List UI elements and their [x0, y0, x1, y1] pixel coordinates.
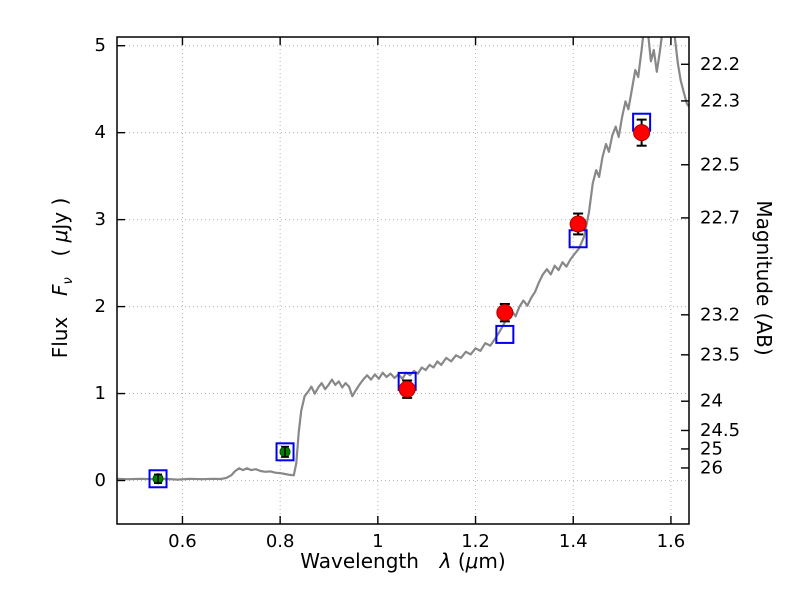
x-tick-label: 0.6: [168, 531, 197, 552]
ylabel-F-symbol: F: [48, 284, 72, 297]
axes-frame: [116, 36, 690, 525]
flux-tick-label: 5: [95, 35, 106, 56]
x-tick-label: 1.4: [559, 531, 588, 552]
x-tick-label: 1.2: [461, 531, 490, 552]
x-tick-label: 1: [372, 531, 383, 552]
observed-photometry-point: [496, 304, 514, 322]
magnitude-tick-label: 23.2: [700, 304, 740, 325]
magnitude-tick-label: 22.7: [700, 207, 740, 228]
x-axis-label: Wavelength λ (μm): [117, 549, 689, 573]
xlabel-lambda-symbol: λ: [439, 549, 452, 573]
observed-photometry-point: [633, 124, 651, 142]
x-tick-label: 1.6: [657, 531, 686, 552]
ylabel-word: Flux: [48, 316, 72, 359]
y-axis-label-right: Magnitude (AB): [752, 200, 776, 355]
observed-photometry-point: [569, 215, 587, 233]
xlabel-mu-symbol: μ: [465, 549, 479, 573]
model-photometry-square: [148, 469, 168, 489]
y-axis-label-left: Flux Fν ( μJy ): [48, 198, 76, 359]
flux-tick-label: 1: [95, 383, 106, 404]
xlabel-open-paren: (: [457, 549, 466, 573]
model-photometry-square: [495, 324, 515, 344]
magnitude-tick-label: 23.5: [700, 344, 740, 365]
x-tick-label: 0.8: [266, 531, 295, 552]
model-spectrum-line: [117, 37, 689, 481]
flux-tick-label: 0: [95, 470, 106, 491]
observed-photometry-point: [398, 380, 416, 398]
ylabel-nu-subscript: ν: [61, 277, 76, 285]
flux-tick-label: 4: [95, 122, 106, 143]
magnitude-tick-label: 24: [700, 391, 723, 412]
magnitude-tick-label: 22.2: [700, 54, 740, 75]
magnitude-tick-label: 26: [700, 457, 723, 478]
ylabel-mu-symbol: μ: [48, 229, 72, 243]
magnitude-axis-label: Magnitude (AB): [752, 200, 776, 356]
xlabel-word: Wavelength: [300, 549, 419, 573]
magnitude-tick-label: 22.5: [700, 154, 740, 175]
magnitude-tick-label: 25: [700, 438, 723, 459]
model-photometry-square: [275, 442, 295, 462]
xlabel-unit: m): [478, 549, 506, 573]
magnitude-tick-label: 22.3: [700, 90, 740, 111]
flux-tick-label: 2: [95, 296, 106, 317]
ylabel-unit-open: (: [48, 248, 72, 257]
ylabel-unit-close: Jy ): [48, 197, 72, 230]
flux-tick-label: 3: [95, 209, 106, 230]
plot-background: [117, 37, 689, 524]
magnitude-tick-label: 24.5: [700, 420, 740, 441]
